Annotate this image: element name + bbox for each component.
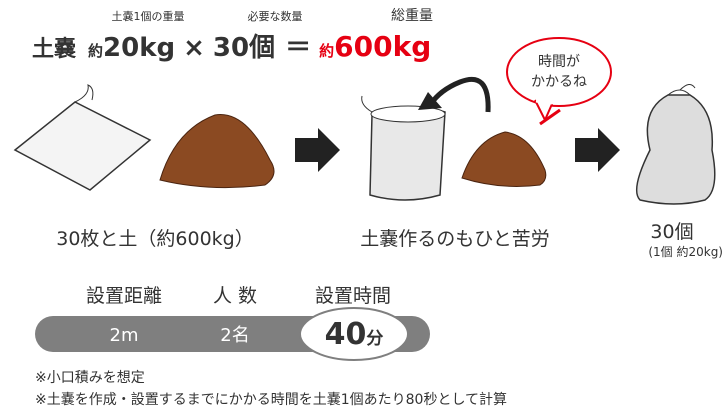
unit-weight: 20kg — [103, 33, 175, 63]
item: 土嚢 — [32, 37, 76, 62]
note: ※小口積みを想定 — [35, 370, 145, 386]
total: 600kg — [334, 30, 431, 63]
formula: 土嚢1個の重量 必要な数量 総重量 土嚢約20kg×30個＝約600kg — [32, 8, 433, 63]
caption: 土嚢作るのもひと苦労 — [360, 228, 549, 250]
label: 土嚢1個の重量 — [112, 9, 185, 23]
approx: 約 — [319, 42, 334, 60]
formula-line: 土嚢約20kg×30個＝約600kg — [32, 30, 431, 63]
caption: 30枚と土（約600kg） — [56, 228, 254, 250]
header: 設置時間 — [315, 285, 391, 307]
speech-bubble: 時間が かかるね — [507, 38, 611, 124]
setup: 設置距離 人 数 設置時間 2m 2名 40分 — [35, 285, 430, 360]
header: 設置距離 — [86, 285, 162, 307]
distance: 2m — [110, 325, 139, 346]
people: 2名 — [220, 325, 249, 346]
label: 総重量 — [391, 8, 433, 24]
approx: 約 — [88, 42, 103, 60]
caption: 30個 — [650, 221, 693, 243]
illustrations — [15, 79, 715, 204]
caption-note: (1個 約20kg) — [648, 244, 723, 259]
label: 必要な数量 — [248, 10, 303, 23]
note: ※土嚢を作成・設置するまでにかかる時間を土嚢1個あたり80秒として計算 — [35, 392, 507, 408]
time-unit: 分 — [366, 329, 383, 349]
header: 人 数 — [213, 285, 257, 307]
quantity: 30個 — [213, 33, 275, 63]
equals: ＝ — [285, 33, 311, 63]
times: × — [183, 33, 205, 63]
infographic: 土嚢1個の重量 必要な数量 総重量 土嚢約20kg×30個＝約600kg 時間が… — [0, 0, 726, 416]
bubble-text: かかるね — [531, 74, 587, 90]
time-value: 40 — [325, 317, 367, 352]
bubble-text: 時間が — [538, 54, 580, 70]
